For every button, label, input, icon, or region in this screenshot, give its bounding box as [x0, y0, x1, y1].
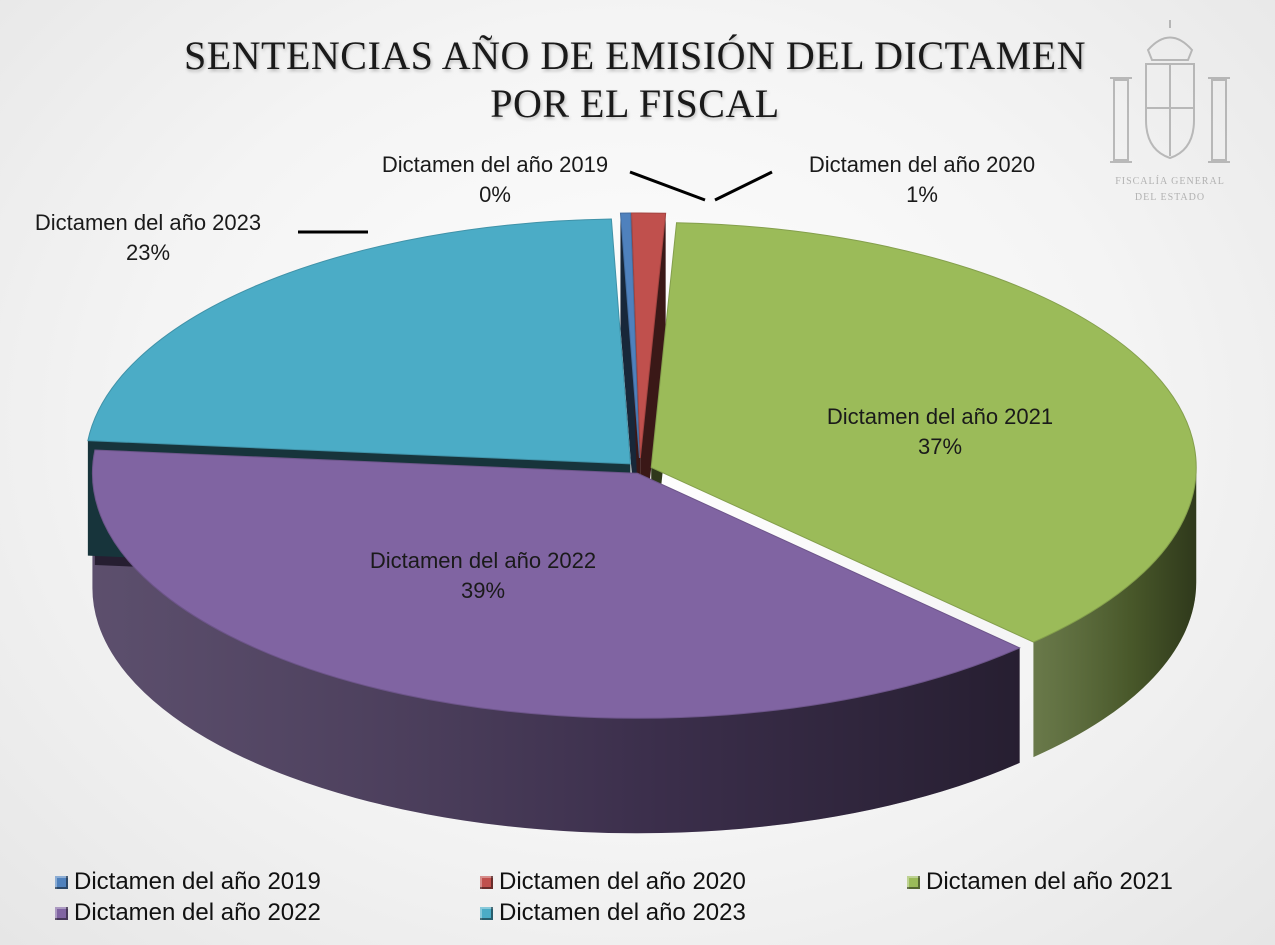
- legend-item-dictamen-del-a-o-2019: Dictamen del año 2019: [55, 868, 321, 896]
- chart-title-line-1: SENTENCIAS AÑO DE EMISIÓN DEL DICTAMEN: [183, 33, 1087, 78]
- dictamen-del-a-o-2020-slice: [631, 212, 667, 459]
- dictamen-del-a-o-2022-slice: [91, 449, 1021, 719]
- dictamen-del-a-o-2021-slice-side-shading: [1033, 467, 1197, 758]
- dictamen-del-a-o-2019-percent-label: 0%: [479, 182, 511, 207]
- dictamen-del-a-o-2019-data-label: Dictamen del año 2019: [382, 152, 608, 177]
- dictamen-del-a-o-2019-leader-line: [629, 170, 706, 202]
- legend-label: Dictamen del año 2021: [926, 868, 1173, 895]
- legend-swatch: [55, 875, 68, 889]
- dictamen-del-a-o-2021-data-label: Dictamen del año 2021: [827, 404, 1053, 429]
- legend-label: Dictamen del año 2019: [74, 868, 321, 895]
- legend-swatch: [907, 875, 920, 889]
- legend-item-dictamen-del-a-o-2023: Dictamen del año 2023: [480, 899, 746, 927]
- legend-swatch: [480, 875, 493, 889]
- legend-swatch: [55, 906, 68, 920]
- chart-title: SENTENCIAS AÑO DE EMISIÓN DEL DICTAMEN P…: [130, 32, 1140, 128]
- emblem-text-line-2: DEL ESTADO: [1135, 192, 1205, 203]
- emblem-text-line-1: FISCALÍA GENERAL: [1115, 175, 1225, 187]
- dictamen-del-a-o-2022-data-label: Dictamen del año 2022: [370, 548, 596, 573]
- legend-swatch: [480, 906, 493, 920]
- dictamen-del-a-o-2023-data-label: Dictamen del año 2023: [35, 210, 261, 235]
- dictamen-del-a-o-2021-percent-label: 37%: [918, 434, 962, 459]
- legend-item-dictamen-del-a-o-2020: Dictamen del año 2020: [480, 868, 746, 896]
- dictamen-del-a-o-2020-leader-line: [714, 170, 773, 202]
- pie-chart: Dictamen del año 2019 0% Dictamen del año …: [35, 152, 1197, 834]
- legend-label: Dictamen del año 2022: [74, 899, 321, 926]
- legend-item-dictamen-del-a-o-2021: Dictamen del año 2021: [907, 868, 1173, 896]
- legend-label: Dictamen del año 2023: [499, 899, 746, 926]
- dictamen-del-a-o-2021-slice: [650, 222, 1197, 643]
- chart-title-line-2: POR EL FISCAL: [490, 81, 780, 126]
- dictamen-del-a-o-2019-slice: [619, 212, 640, 459]
- legend-label: Dictamen del año 2020: [499, 868, 746, 895]
- chart-legend: Dictamen del año 2019 Dictamen del año 20…: [55, 868, 1255, 938]
- coat-of-arms-icon: FISCALÍA GENERAL DEL ESTADO: [1110, 20, 1230, 203]
- dictamen-del-a-o-2020-data-label: Dictamen del año 2020: [809, 152, 1035, 177]
- legend-item-dictamen-del-a-o-2022: Dictamen del año 2022: [55, 899, 321, 927]
- dictamen-del-a-o-2023-slice: [87, 218, 631, 465]
- dictamen-del-a-o-2023-percent-label: 23%: [126, 240, 170, 265]
- dictamen-del-a-o-2022-percent-label: 39%: [461, 578, 505, 603]
- dictamen-del-a-o-2022-slice-side-shading: [92, 473, 1020, 834]
- dictamen-del-a-o-2020-percent-label: 1%: [906, 182, 938, 207]
